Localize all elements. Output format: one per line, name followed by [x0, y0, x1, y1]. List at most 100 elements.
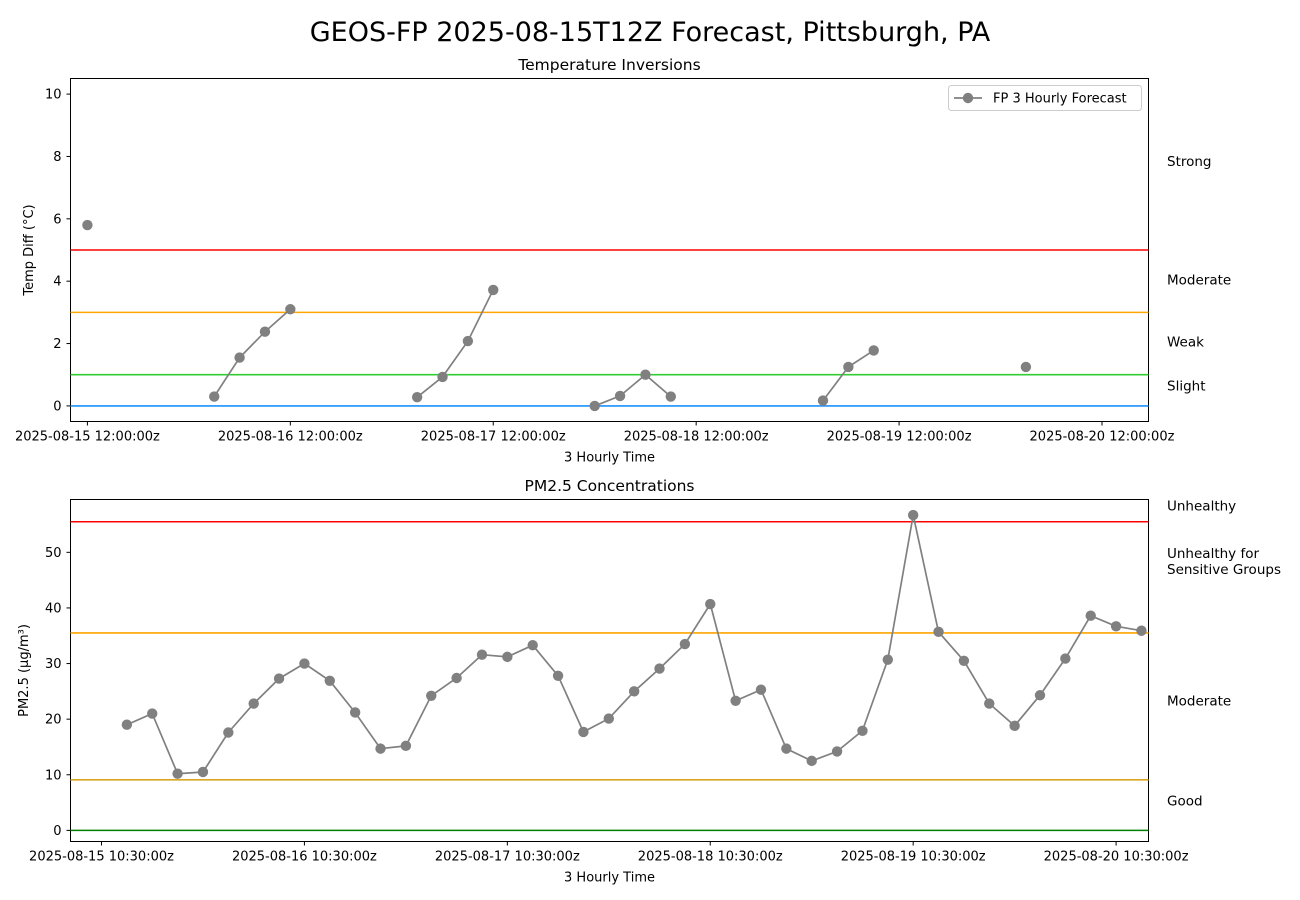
data-point	[730, 695, 741, 707]
data-point	[411, 391, 423, 403]
data-point	[933, 626, 944, 638]
plot-area	[70, 499, 1149, 842]
x-axis-label: 3 Hourly Time	[564, 871, 655, 886]
data-point	[882, 654, 894, 665]
data-point	[984, 698, 995, 709]
data-point	[654, 663, 665, 674]
y-tick-label: 8	[53, 150, 61, 165]
data-point	[476, 649, 488, 660]
data-point	[147, 708, 158, 719]
data-point	[197, 766, 209, 778]
y-tick-label: 2	[53, 337, 61, 352]
data-point	[614, 390, 626, 402]
threshold-label-unhealthy: Unhealthy	[1167, 499, 1236, 515]
data-point	[426, 690, 437, 702]
data-point	[781, 743, 792, 754]
y-tick-label: 20	[45, 713, 62, 728]
legend: FP 3 Hourly Forecast	[948, 85, 1142, 111]
y-tick-label: 0	[53, 824, 61, 839]
data-point	[437, 371, 448, 383]
y-tick-label: 10	[45, 88, 62, 103]
series-line	[126, 514, 1142, 775]
y-tick-label: 50	[45, 546, 62, 561]
threshold-label-good: Good	[1167, 793, 1203, 809]
data-point	[82, 219, 93, 231]
data-point	[589, 400, 600, 412]
data-point	[451, 672, 462, 684]
y-tick-label: 4	[53, 275, 61, 290]
data-point	[603, 713, 614, 724]
chart-title: PM2.5 Concentrations	[524, 477, 694, 495]
chart-title: Temperature Inversions	[517, 56, 700, 74]
data-point	[628, 686, 640, 697]
x-tick-label: 2025-08-16 12:00:00z	[218, 430, 363, 445]
series-line	[594, 373, 672, 407]
x-tick-label: 2025-08-19 10:30:00z	[841, 850, 986, 865]
data-point	[488, 284, 499, 296]
x-tick-label: 2025-08-15 10:30:00z	[29, 850, 174, 865]
series-line	[213, 308, 291, 398]
data-point	[299, 658, 310, 669]
data-point	[121, 719, 133, 730]
x-tick-label: 2025-08-20 10:30:00z	[1044, 850, 1189, 865]
y-axis-label: Temp Diff (°C)	[22, 204, 37, 296]
data-point	[324, 675, 335, 686]
threshold-label-strong: Strong	[1167, 154, 1212, 170]
x-tick-label: 2025-08-18 12:00:00z	[624, 430, 769, 445]
threshold-label-weak: Weak	[1167, 335, 1204, 351]
x-tick-label: 2025-08-15 12:00:00z	[15, 430, 160, 445]
data-point	[1034, 690, 1046, 701]
figure-title: GEOS-FP 2025-08-15T12Z Forecast, Pittsbu…	[310, 17, 991, 48]
x-tick-label: 2025-08-17 10:30:00z	[435, 850, 580, 865]
data-point	[223, 727, 234, 738]
x-tick-label: 2025-08-16 10:30:00z	[232, 850, 377, 865]
data-point	[552, 670, 564, 681]
legend-marker	[962, 92, 974, 104]
data-point	[679, 638, 691, 650]
pm25-concentrations-panel: PM2.5 Concentrations 0 10 20 30 40 50 2025-08-1…	[17, 477, 1281, 886]
y-tick-label: 40	[45, 601, 62, 616]
data-point	[527, 639, 538, 651]
data-point	[806, 755, 817, 767]
data-point	[831, 746, 843, 757]
data-point	[817, 395, 829, 406]
data-point	[755, 684, 767, 695]
legend-label: FP 3 Hourly Forecast	[993, 92, 1127, 107]
data-point	[1020, 361, 1032, 373]
data-point	[259, 326, 271, 337]
data-point	[857, 725, 868, 737]
data-point	[868, 345, 879, 356]
series-line	[416, 289, 494, 398]
data-point	[248, 698, 259, 709]
data-point	[907, 509, 919, 521]
y-tick-label: 0	[53, 399, 61, 414]
data-point	[665, 391, 676, 402]
data-point	[209, 391, 220, 402]
data-point	[273, 673, 285, 684]
data-point	[1060, 653, 1071, 664]
data-point	[400, 740, 412, 752]
threshold-label-moderate: Moderate	[1167, 693, 1231, 709]
threshold-label-unhealthy-for-sensitive-groups: Unhealthy for Sensitive Groups	[1167, 546, 1281, 578]
data-point	[349, 707, 361, 718]
data-point	[705, 598, 716, 610]
threshold-label-slight: Slight	[1167, 378, 1206, 394]
data-point	[375, 743, 386, 754]
data-point	[640, 369, 651, 380]
y-axis-label: PM2.5 (μg/m³)	[17, 624, 32, 717]
x-axis-label: 3 Hourly Time	[564, 451, 655, 466]
data-point	[285, 304, 296, 315]
data-point	[462, 335, 474, 347]
data-point	[578, 726, 589, 738]
temperature-inversions-panel: Temperature Inversions 0 2 4 6 8 10 2025-08-15 …	[15, 56, 1231, 466]
x-tick-label: 2025-08-20 12:00:00z	[1030, 430, 1175, 445]
y-tick-label: 6	[53, 212, 61, 227]
data-point	[502, 651, 513, 663]
y-tick-label: 10	[45, 768, 62, 783]
data-point	[958, 655, 970, 666]
data-point	[234, 352, 245, 363]
x-tick-label: 2025-08-18 10:30:00z	[638, 850, 783, 865]
data-point	[172, 768, 183, 779]
